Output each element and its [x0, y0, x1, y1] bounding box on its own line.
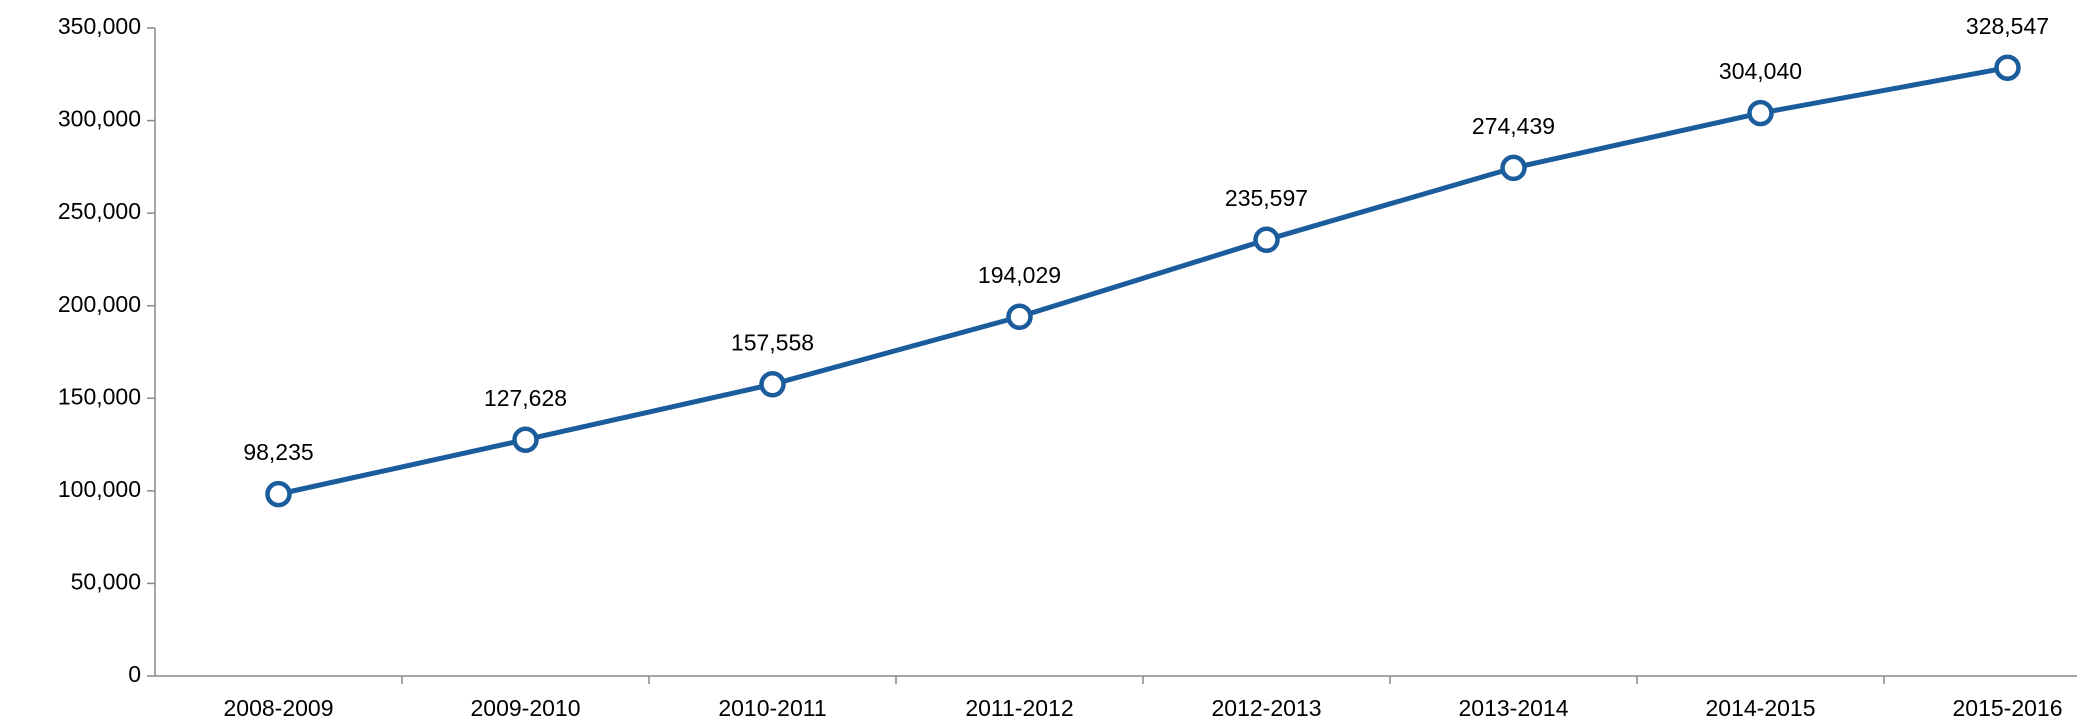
y-tick-label: 50,000 — [71, 569, 141, 595]
marker — [265, 480, 292, 508]
marker — [512, 426, 539, 453]
x-tick-label: 2011-2012 — [965, 695, 1073, 721]
data-label: 127,628 — [484, 385, 567, 411]
x-tick-label: 2008-2009 — [224, 695, 334, 721]
y-tick-label: 250,000 — [58, 198, 141, 224]
x-tick-label: 2015-2016 — [1953, 695, 2063, 721]
marker — [1253, 226, 1280, 254]
data-label: 328,547 — [1966, 13, 2049, 39]
marker — [1006, 303, 1033, 331]
data-label: 274,439 — [1472, 113, 1555, 139]
data-label: 194,029 — [978, 262, 1061, 288]
y-tick-label: 300,000 — [58, 106, 141, 132]
y-tick-label: 150,000 — [58, 383, 141, 409]
line — [277, 65, 2008, 497]
x-tick-label: 2010-2011 — [718, 695, 826, 721]
marker — [759, 371, 786, 398]
y-tick-label: 200,000 — [58, 291, 141, 317]
marker — [1747, 99, 1774, 127]
y-tick-label: 350,000 — [58, 13, 141, 39]
data-label: 235,597 — [1225, 185, 1308, 211]
y-tick-label: 100,000 — [58, 476, 141, 502]
data-label: 98,235 — [243, 439, 313, 465]
data-label: 304,040 — [1719, 58, 1802, 84]
x-tick-label: 2009-2010 — [471, 695, 581, 721]
x-tick-label: 2012-2013 — [1212, 695, 1322, 721]
marker — [1994, 54, 2021, 81]
y-tick-label: 0 — [128, 661, 141, 687]
data-label: 157,558 — [731, 329, 814, 355]
marker — [1500, 154, 1527, 182]
x-tick-label: 2014-2015 — [1706, 695, 1816, 721]
x-tick-label: 2013-2014 — [1459, 695, 1569, 721]
